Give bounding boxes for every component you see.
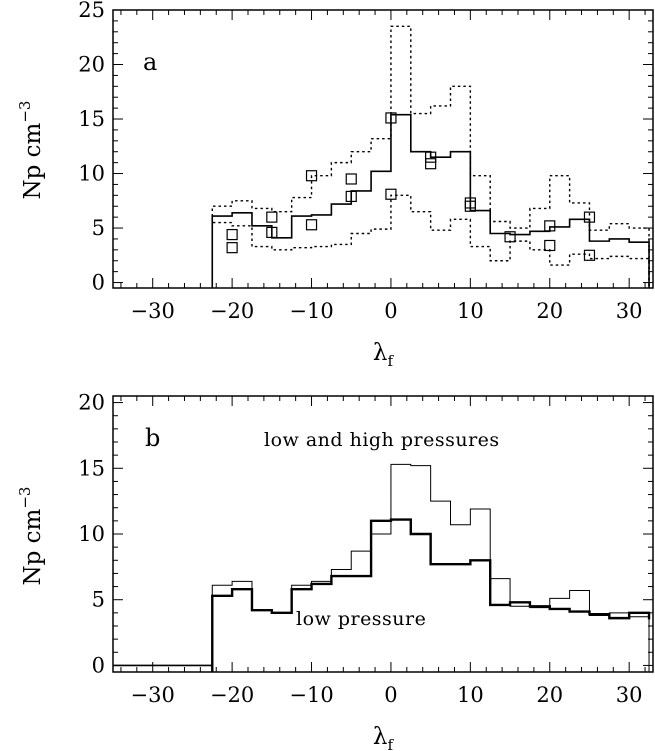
panel-a-y-axis-title-sup: −3 bbox=[16, 101, 34, 123]
x-tick-label: 10 bbox=[457, 299, 484, 323]
panel-b-y-axis-title-sup: −3 bbox=[16, 487, 34, 509]
data-point-square bbox=[464, 200, 476, 212]
panel-b-y-axis-title-base: Np cm bbox=[20, 508, 46, 585]
panel-a-x-axis-title-sub: f bbox=[388, 352, 395, 370]
panel-a: −30 −20 −10 0 10 20 30 0 5 10 15 20 25 a λf Np cm−3 bbox=[16, 0, 654, 370]
data-point-square bbox=[583, 211, 596, 223]
panel-b-annotation-both: low and high pressures bbox=[264, 429, 500, 451]
data-point-square bbox=[385, 112, 397, 124]
y-tick-label: 0 bbox=[92, 271, 105, 295]
data-point-square bbox=[226, 242, 238, 254]
panel-b-x-axis-title-base: λ bbox=[373, 724, 388, 750]
data-point-square bbox=[425, 158, 437, 170]
data-point-square bbox=[226, 228, 238, 241]
y-tick-label: 5 bbox=[92, 588, 105, 612]
series-dotted-1 bbox=[211, 25, 650, 288]
x-tick-label: −30 bbox=[131, 299, 175, 323]
series-dotted-2 bbox=[211, 194, 650, 288]
panel-b-ticks bbox=[113, 396, 653, 672]
y-tick-label: 20 bbox=[78, 53, 105, 77]
data-point-square bbox=[345, 190, 357, 203]
panel-a-x-axis-title-base: λ bbox=[373, 340, 388, 366]
data-point-square bbox=[583, 249, 596, 261]
panel-a-x-axis-title: λf bbox=[373, 340, 395, 370]
x-tick-label: −30 bbox=[131, 683, 175, 707]
panel-a-y-axis-title: Np cm−3 bbox=[16, 101, 46, 200]
y-tick-label: 25 bbox=[78, 0, 105, 22]
x-tick-label: 10 bbox=[457, 683, 484, 707]
panel-b-marks bbox=[113, 463, 651, 672]
x-tick-label: 30 bbox=[616, 683, 643, 707]
panel-a-y-tick-labels: 0 5 10 15 20 25 bbox=[78, 0, 105, 295]
data-point-square bbox=[504, 231, 516, 243]
y-tick-label: 15 bbox=[78, 456, 105, 480]
y-tick-label: 5 bbox=[92, 216, 105, 240]
y-tick-label: 20 bbox=[78, 391, 105, 415]
panel-a-ticks bbox=[113, 9, 653, 288]
x-tick-label: −10 bbox=[289, 299, 333, 323]
x-tick-label: 0 bbox=[384, 299, 397, 323]
panel-b-y-axis-title: Np cm−3 bbox=[16, 487, 46, 586]
data-point-square bbox=[305, 170, 318, 182]
panel-b: −30 −20 −10 0 10 20 30 0 5 10 15 20 b low and high… bbox=[16, 391, 654, 751]
x-tick-label: −20 bbox=[210, 299, 254, 323]
y-tick-label: 10 bbox=[78, 162, 105, 186]
series-solid-0 bbox=[211, 113, 650, 288]
series-thin-0 bbox=[211, 463, 650, 672]
data-point-square bbox=[345, 173, 357, 185]
series-thick-1 bbox=[211, 518, 651, 672]
panel-b-x-axis-title-sub: f bbox=[388, 736, 395, 751]
data-point-square bbox=[544, 220, 556, 232]
y-tick-label: 15 bbox=[78, 107, 105, 131]
panel-a-x-tick-labels: −30 −20 −10 0 10 20 30 bbox=[131, 299, 643, 323]
panel-b-x-tick-labels: −30 −20 −10 0 10 20 30 bbox=[131, 683, 643, 707]
data-point-square bbox=[266, 226, 278, 238]
data-point-square bbox=[266, 211, 278, 223]
x-tick-label: −10 bbox=[289, 683, 333, 707]
panel-b-letter: b bbox=[145, 424, 160, 452]
x-tick-label: 20 bbox=[536, 683, 563, 707]
x-tick-label: 0 bbox=[384, 683, 397, 707]
panel-a-marks bbox=[211, 25, 650, 288]
y-tick-label: 0 bbox=[92, 653, 105, 677]
panel-b-annotation-low: low pressure bbox=[296, 608, 426, 630]
data-point-square bbox=[425, 151, 437, 163]
data-point-square bbox=[544, 239, 556, 252]
panel-a-letter: a bbox=[143, 48, 157, 76]
panel-b-x-axis-title: λf bbox=[373, 724, 395, 751]
data-point-square bbox=[385, 188, 397, 200]
panel-a-y-axis-title-base: Np cm bbox=[20, 122, 46, 199]
x-tick-label: 30 bbox=[616, 299, 643, 323]
y-tick-label: 10 bbox=[78, 522, 105, 546]
panel-a-frame bbox=[112, 9, 654, 289]
x-tick-label: −20 bbox=[210, 683, 254, 707]
x-tick-label: 20 bbox=[536, 299, 563, 323]
data-point-square bbox=[305, 219, 318, 231]
panel-b-y-tick-labels: 0 5 10 15 20 bbox=[78, 391, 105, 678]
